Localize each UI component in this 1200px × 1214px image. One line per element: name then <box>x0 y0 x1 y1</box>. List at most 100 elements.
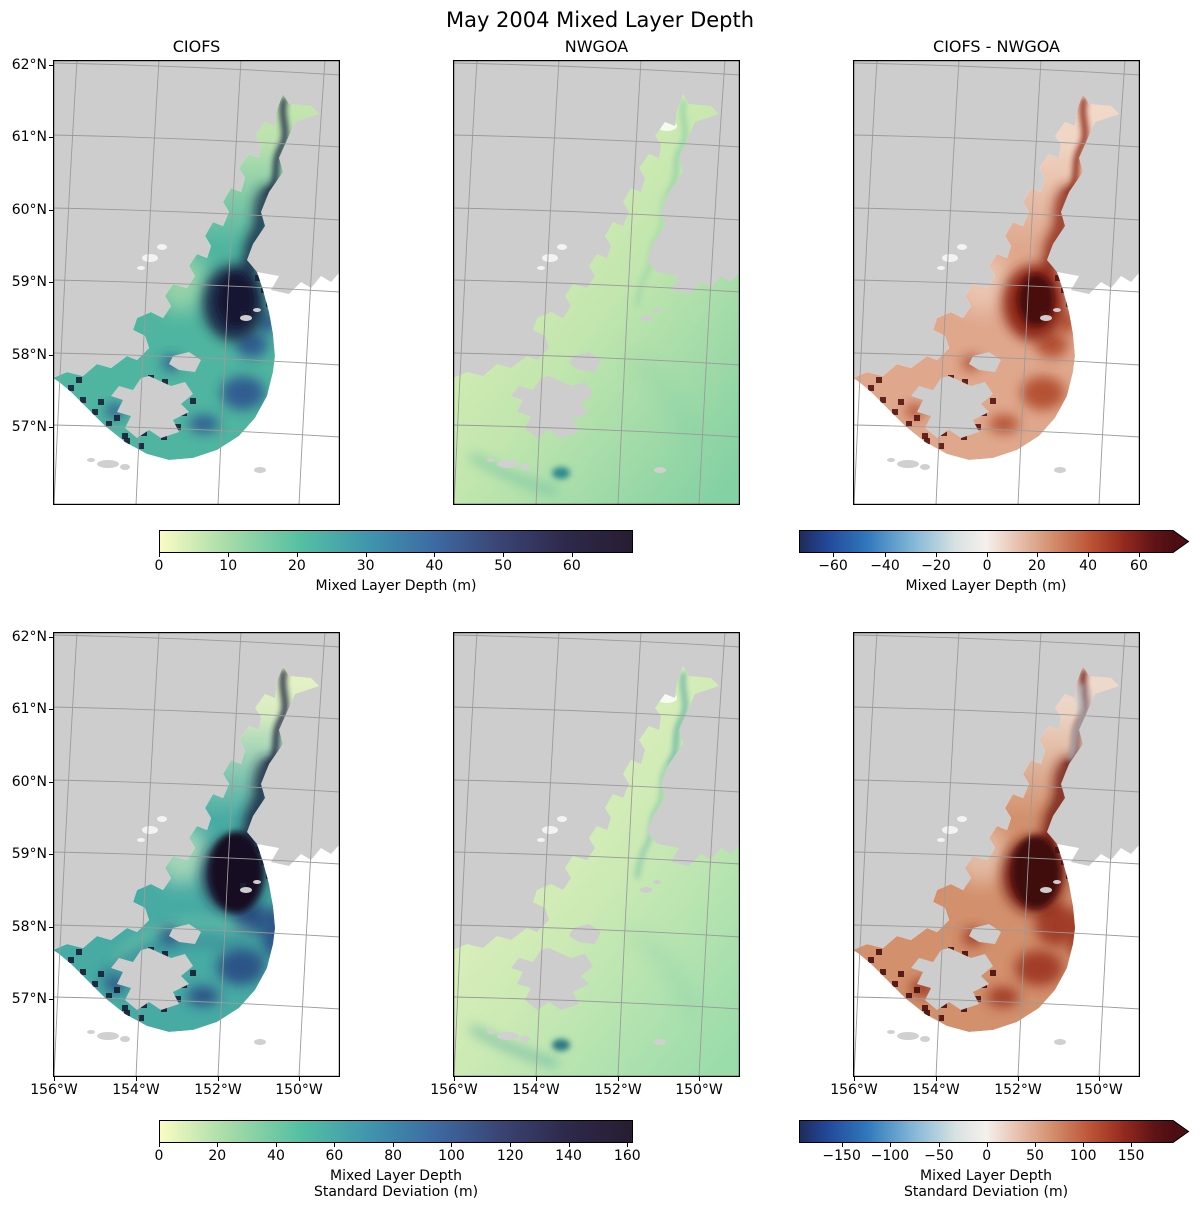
map-panel-diff-std <box>853 632 1140 1077</box>
lon-tick <box>854 1077 855 1081</box>
map-panel-ciofs-mean <box>53 60 340 505</box>
colorbar-tick-label: 0 <box>154 1148 164 1164</box>
colorbar-tick-label: 60 <box>325 1148 344 1164</box>
lon-tick-label: 152°W <box>194 1082 242 1098</box>
lat-tick <box>49 854 53 855</box>
lon-tick-label: 150°W <box>675 1082 723 1098</box>
colorbar-tick <box>568 1143 570 1147</box>
lat-tick-label: 58°N <box>11 347 47 363</box>
lon-tick <box>536 1077 537 1081</box>
colorbar-tick <box>1034 1143 1036 1147</box>
lat-tick <box>49 210 53 211</box>
lat-tick <box>49 999 53 1000</box>
colorbar-tick-label: −40 <box>870 558 900 574</box>
lat-tick <box>49 137 53 138</box>
subplot-title-diff: CIOFS - NWGOA <box>933 37 1060 56</box>
figure-title: May 2004 Mixed Layer Depth <box>445 8 755 32</box>
colorbar-label: Mixed Layer Depth (m) <box>315 578 477 594</box>
colorbar-tick-label: −100 <box>870 1148 910 1164</box>
colorbar-tick <box>334 1143 336 1147</box>
subplot-title-ciofs: CIOFS <box>172 37 221 56</box>
lat-tick <box>49 637 53 638</box>
lon-tick <box>1018 1077 1019 1081</box>
colorbar-mld-diff <box>799 530 1190 553</box>
lon-tick <box>1099 1077 1100 1081</box>
colorbar-mld-std-diff <box>799 1120 1190 1143</box>
colorbar-label: Mixed Layer Depth <box>920 1168 1052 1184</box>
colorbar-tick <box>1131 1143 1133 1147</box>
colorbar-mld-std <box>159 1120 633 1143</box>
colorbar-tick <box>841 1143 843 1147</box>
lat-tick <box>49 427 53 428</box>
lon-tick-label: 154°W <box>512 1082 560 1098</box>
colorbar-tick <box>986 1143 988 1147</box>
lat-tick <box>49 782 53 783</box>
lon-tick <box>699 1077 700 1081</box>
lat-tick-label: 62°N <box>11 629 47 645</box>
colorbar-tick-label: 120 <box>496 1148 524 1164</box>
colorbar-gradient-mld <box>159 530 633 553</box>
colorbar-tick-label: −60 <box>818 558 848 574</box>
lon-tick-label: 156°W <box>830 1082 878 1098</box>
map-canvas-diff-std <box>853 632 1140 1077</box>
colorbar-tick-label: 100 <box>1069 1148 1097 1164</box>
colorbar-tick <box>1138 553 1140 557</box>
colorbar-tick <box>228 553 230 557</box>
colorbar-tick <box>987 553 989 557</box>
map-panel-nwgoa-std <box>453 632 740 1077</box>
lat-tick <box>49 65 53 66</box>
map-panel-nwgoa-mean <box>453 60 740 505</box>
colorbar-tick <box>510 1143 512 1147</box>
colorbar-tick-label: 40 <box>1079 558 1098 574</box>
colorbar-tick <box>276 1143 278 1147</box>
lon-tick <box>936 1077 937 1081</box>
lat-tick-label: 62°N <box>11 57 47 73</box>
colorbar-mld <box>159 530 633 553</box>
map-canvas-nwgoa-mean <box>453 60 740 505</box>
colorbar-tick <box>1083 1143 1085 1147</box>
colorbar-tick-label: 10 <box>219 558 238 574</box>
colorbar-tick <box>885 553 887 557</box>
colorbar-tick-label: 20 <box>1027 558 1046 574</box>
lon-tick-label: 150°W <box>275 1082 323 1098</box>
lon-tick <box>218 1077 219 1081</box>
colorbar-tick-label: 100 <box>438 1148 465 1164</box>
colorbar-tick-label: 50 <box>1026 1148 1044 1164</box>
lon-tick-label: 154°W <box>912 1082 960 1098</box>
colorbar-tick <box>393 1143 395 1147</box>
colorbar-tick-label: −20 <box>921 558 951 574</box>
map-canvas-ciofs-mean <box>53 60 340 505</box>
colorbar-label: Standard Deviation (m) <box>903 1184 1069 1200</box>
colorbar-tick-label: 60 <box>562 558 581 574</box>
lat-tick-label: 57°N <box>11 419 47 435</box>
lat-tick-label: 58°N <box>11 919 47 935</box>
colorbar-tick <box>217 1143 219 1147</box>
colorbar-tick <box>833 553 835 557</box>
lon-tick <box>299 1077 300 1081</box>
lat-tick <box>49 927 53 928</box>
map-panel-diff-mean <box>853 60 1140 505</box>
lon-tick-label: 152°W <box>594 1082 642 1098</box>
lon-tick <box>618 1077 619 1081</box>
colorbar-tick <box>159 1143 160 1147</box>
lon-tick-label: 156°W <box>30 1082 78 1098</box>
colorbar-label: Mixed Layer Depth <box>330 1168 462 1184</box>
colorbar-tick <box>296 553 298 557</box>
colorbar-tick-label: 80 <box>384 1148 403 1164</box>
colorbar-tick-label: 40 <box>425 558 444 574</box>
colorbar-gradient-mld-std-diff <box>799 1120 1190 1143</box>
lat-tick-label: 60°N <box>11 774 47 790</box>
lat-tick-label: 57°N <box>11 991 47 1007</box>
subplot-title-nwgoa: NWGOA <box>564 37 629 56</box>
colorbar-tick-label: 140 <box>555 1148 582 1164</box>
colorbar-tick-label: 0 <box>154 558 164 574</box>
lat-tick-label: 61°N <box>11 129 47 145</box>
colorbar-tick-label: 20 <box>208 1148 227 1164</box>
colorbar-tick-label: 0 <box>982 558 992 574</box>
colorbar-tick-label: 60 <box>1130 558 1148 574</box>
lat-tick-label: 60°N <box>11 202 47 218</box>
colorbar-tick-label: 50 <box>494 558 513 574</box>
lon-tick-label: 150°W <box>1075 1082 1123 1098</box>
colorbar-tick <box>889 1143 891 1147</box>
